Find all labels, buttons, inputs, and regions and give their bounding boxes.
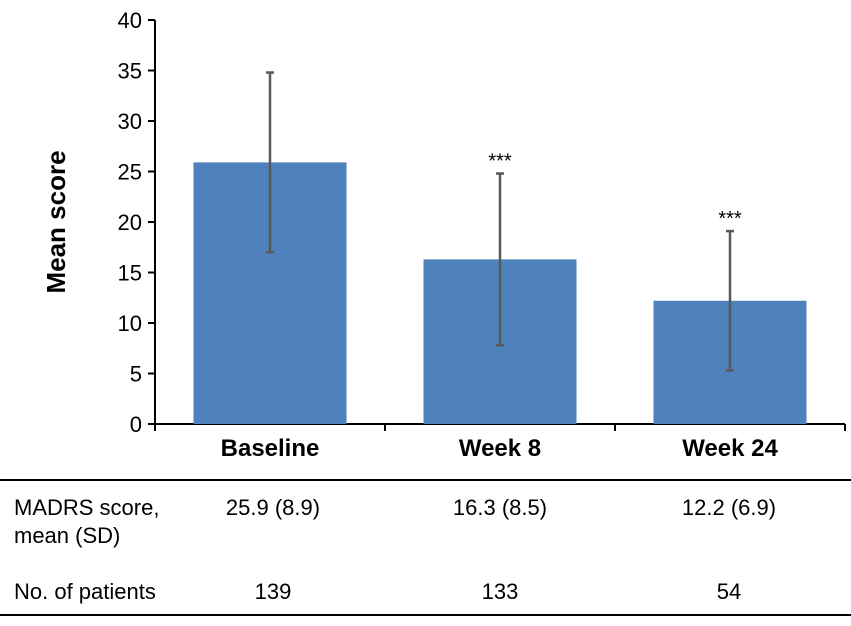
row-label-line2: mean (SD)	[14, 523, 121, 548]
bar-chart: Mean score 0 5 10 15 20 25 30 35 40 Baseline *** We…	[41, 8, 846, 462]
y-tick-label: 40	[118, 8, 142, 33]
table-cell: 12.2 (6.9)	[681, 495, 777, 520]
significance-marker: ***	[718, 208, 742, 230]
table-cell: 133	[481, 579, 519, 604]
row-label-madrs: MADRS score, mean (SD)	[14, 494, 159, 550]
row-label-patients: No. of patients	[14, 579, 156, 604]
x-category-label: Week 8	[459, 435, 541, 462]
y-tick-label: 35	[118, 59, 142, 84]
table-cell: 139	[254, 579, 292, 604]
y-tick-label: 15	[118, 261, 142, 286]
row-label-line1: MADRS score,	[14, 495, 160, 520]
y-tick-label: 5	[130, 362, 142, 387]
y-tick-label: 30	[118, 109, 142, 134]
y-tick-label: 20	[118, 210, 142, 235]
table-cell: 16.3 (8.5)	[452, 495, 548, 520]
x-category-label: Week 24	[682, 435, 778, 462]
y-axis-title: Mean score	[41, 150, 71, 293]
table-top-rule	[0, 479, 851, 481]
significance-marker: ***	[488, 151, 512, 173]
x-category-label: Baseline	[221, 435, 320, 462]
y-tick-label: 0	[130, 412, 142, 437]
table-cell: 54	[716, 579, 742, 604]
table-bottom-rule	[0, 614, 851, 616]
y-tick-label: 10	[118, 311, 142, 336]
table-cell: 25.9 (8.9)	[225, 495, 321, 520]
y-tick-label: 25	[118, 160, 142, 185]
